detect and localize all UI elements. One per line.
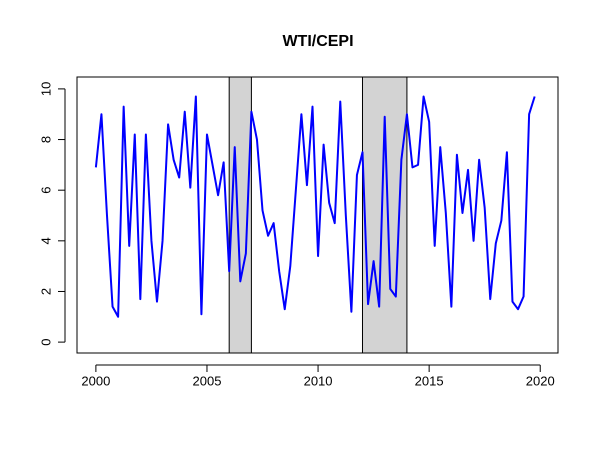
y-tick-label: 0: [38, 338, 53, 345]
data-line: [94, 95, 536, 318]
y-tick-label: 6: [38, 187, 53, 194]
x-tick-label: 2000: [81, 373, 110, 388]
plot-box: [76, 76, 559, 354]
x-tick-label: 2015: [415, 373, 444, 388]
chart-title: WTI/CEPI: [282, 33, 353, 50]
y-tick-label: 2: [38, 288, 53, 295]
x-tick-label: 2010: [304, 373, 333, 388]
x-tick-label: 2005: [193, 373, 222, 388]
x-tick-label: 2020: [526, 373, 555, 388]
y-tick-label: 8: [38, 136, 53, 143]
y-tick-label: 10: [38, 82, 53, 96]
y-tick-label: 4: [38, 237, 53, 244]
